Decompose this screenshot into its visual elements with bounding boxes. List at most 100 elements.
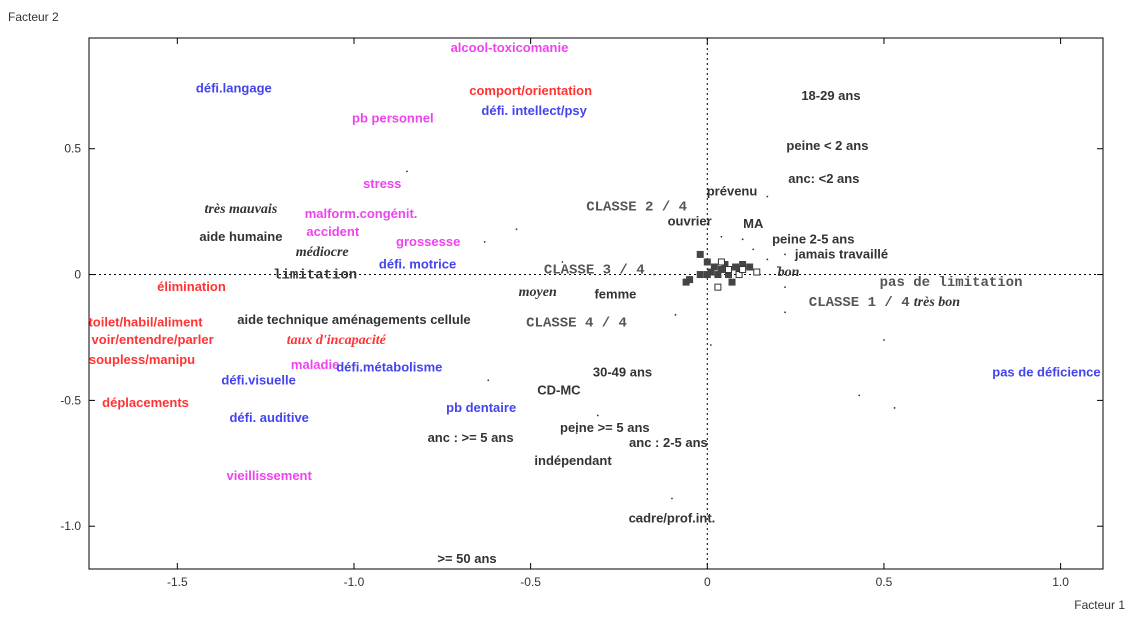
scatter-dot [671, 497, 673, 500]
category-label: cadre/prof.int. [629, 511, 716, 526]
category-label: 30-49 ans [593, 365, 652, 380]
scatter-dot [720, 235, 723, 238]
category-label: accident [306, 224, 359, 239]
x-tick-label: 0 [704, 575, 711, 589]
scatter-dot [487, 379, 490, 382]
x-tick-label: 1.0 [1052, 575, 1069, 589]
scatter-dot [596, 414, 599, 417]
plot-frame [88, 37, 1104, 570]
hollow-square-point [735, 271, 743, 279]
hollow-square-point [724, 266, 732, 274]
category-label: jamais travaillé [794, 246, 888, 261]
x-tick-label: -0.5 [520, 575, 541, 589]
category-label: peine >= 5 ans [560, 420, 650, 435]
category-label: comport/orientation [469, 83, 592, 98]
hollow-square-point [739, 266, 747, 274]
category-label: médiocre [296, 245, 349, 260]
filled-square-point [710, 263, 718, 271]
scatter-dot [858, 394, 861, 397]
scatter-dot [515, 228, 518, 231]
category-label: indépendant [534, 453, 612, 468]
filled-square-point [703, 271, 711, 279]
category-label: défi.métabolisme [336, 360, 442, 375]
category-label: moyen [519, 285, 557, 300]
filled-square-point [732, 263, 740, 271]
hollow-square-point [714, 283, 722, 291]
filled-square-point [728, 278, 736, 286]
category-label: MA [743, 216, 764, 231]
y-tick-label: 0 [74, 268, 81, 282]
category-label: CLASSE 3 / 4 [544, 263, 645, 279]
category-label: stress [363, 176, 401, 191]
category-label: >= 50 ans [437, 551, 496, 566]
scatter-dot [784, 286, 786, 289]
filled-square-point [739, 260, 747, 268]
x-axis-title: Facteur 1 [1074, 598, 1125, 612]
y-tick-label: -1.0 [60, 519, 81, 533]
category-label: anc: <2 ans [788, 171, 859, 186]
category-label: CLASSE 2 / 4 [586, 200, 687, 216]
scatter-dot [709, 344, 712, 346]
category-label: CD-MC [537, 382, 581, 397]
scatter-dot [575, 432, 578, 435]
category-label: malform.congénit. [305, 206, 418, 221]
scatter-dot [784, 311, 786, 314]
filled-square-point [696, 271, 704, 279]
category-label: défi. motrice [379, 256, 456, 271]
category-label: pas de limitation [880, 275, 1023, 291]
category-label: très mauvais [205, 202, 278, 217]
category-label: défi. intellect/psy [481, 103, 587, 118]
filled-square-point [714, 271, 722, 279]
category-label: 18-29 ans [801, 88, 860, 103]
category-label: ouvrier [668, 214, 712, 229]
category-label: vieillissement [227, 468, 313, 483]
category-label: élimination [157, 279, 226, 294]
y-tick-label: -0.5 [60, 393, 81, 407]
hollow-square-point [717, 258, 725, 266]
scatter-dot [635, 517, 638, 520]
category-label: peine 2-5 ans [772, 231, 854, 246]
category-label: anc : 2-5 ans [629, 435, 708, 450]
scatter-dot [766, 258, 769, 261]
y-tick-label: 0.5 [64, 142, 81, 156]
filled-square-point [707, 268, 715, 276]
category-label: peine < 2 ans [786, 138, 868, 153]
filled-square-point [696, 250, 704, 258]
category-label: femme [594, 287, 636, 302]
scatter-dot [766, 195, 769, 198]
category-label: soupless/manipu [89, 352, 195, 367]
filled-square-point [682, 278, 690, 286]
category-label: très bon [914, 295, 961, 310]
category-label: anc : >= 5 ans [428, 430, 514, 445]
category-label: limitation [273, 268, 357, 284]
x-tick-label: -1.0 [344, 575, 365, 589]
filled-square-point [717, 266, 725, 274]
category-label: aide technique aménagements cellule [237, 312, 470, 327]
category-label: voir/entendre/parler [92, 332, 214, 347]
category-label: prévenu [707, 184, 758, 199]
category-label: alcool-toxicomanie [451, 40, 569, 55]
category-label: bon [778, 265, 800, 280]
category-label: toilet/habil/aliment [88, 314, 203, 329]
category-label: pas de déficience [992, 365, 1100, 380]
filled-square-point [703, 258, 711, 266]
hollow-square-point [753, 268, 761, 276]
filled-square-point [746, 263, 754, 271]
scatter-dot [752, 248, 755, 251]
scatter-dot [893, 407, 896, 409]
scatter-dot [483, 240, 486, 243]
category-label: défi.langage [196, 80, 272, 95]
category-label: défi. auditive [229, 410, 308, 425]
y-axis-title: Facteur 2 [8, 10, 59, 24]
scatter-dot [741, 238, 744, 241]
filled-square-point [721, 260, 729, 268]
x-tick-label: 0.5 [876, 575, 893, 589]
scatter-dot [653, 273, 656, 276]
category-label: pb personnel [352, 111, 434, 126]
category-label: maladie [291, 357, 339, 372]
category-label: pb dentaire [446, 400, 516, 415]
scatter-dot [777, 266, 779, 268]
category-label: taux d'incapacité [287, 333, 387, 348]
scatter-dot [883, 339, 885, 341]
